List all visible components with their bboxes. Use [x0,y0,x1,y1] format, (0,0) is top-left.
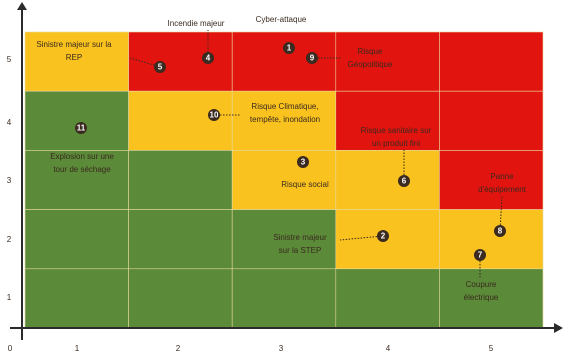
risk-label: sur la STEP [279,246,322,255]
risk-marker [75,122,87,134]
risk-number: 7 [478,251,483,260]
risk-marker [297,156,309,168]
risk-label: électrique [464,293,499,302]
risk-label: Géopolitique [348,60,393,69]
matrix-cell [335,268,440,329]
risk-label: Risque sanitaire sur [361,126,432,135]
risk-number: 3 [301,158,306,167]
risk-label: REP [66,53,82,62]
risk-label: Explosion sur une [50,152,114,161]
risk-label: un produit fini [372,139,420,148]
matrix-cell [128,268,233,329]
risk-label: Sinistre majeur [273,233,327,242]
risk-number: 8 [498,227,503,236]
risk-label: tempête, inondation [250,115,320,124]
y-axis-label: 2 [7,235,12,244]
risk-marker [154,61,166,73]
matrix-cell [128,31,233,92]
matrix-cell [231,150,337,210]
y-axis-label: 1 [7,293,12,302]
matrix-cell [24,31,129,92]
risk-number: 10 [210,111,219,120]
x-axis-label: 5 [489,344,494,353]
risk-marker [283,42,295,54]
y-axis-label: 3 [7,176,12,185]
matrix-cell [128,90,233,151]
x-axis-label: 0 [8,344,13,353]
x-axis-label: 2 [176,344,181,353]
x-axis-label: 3 [279,344,284,353]
risk-marker [377,230,389,242]
y-axis-arrow [17,2,27,10]
x-axis-label: 1 [75,344,80,353]
risk-marker [306,52,318,64]
matrix-cell [335,31,440,92]
risk-label: Incendie majeur [168,19,225,28]
risk-label: d'équipement [478,185,527,194]
y-axis-label: 4 [7,118,12,127]
risk-label: tour de séchage [53,165,111,174]
risk-label: Coupure [466,280,497,289]
risk-number: 9 [310,54,315,63]
x-axis-arrow [554,323,563,333]
risk-label: Panne [490,172,514,181]
risk-marker [494,225,506,237]
matrix-cell [335,90,440,151]
matrix-cell [24,268,129,329]
matrix-cell [128,150,233,210]
matrix-cell [231,90,337,151]
risk-number: 2 [381,232,386,241]
matrix-cell [231,268,337,329]
matrix-cell [128,209,233,270]
matrix-cell [439,209,544,270]
risk-label: Risque social [281,180,329,189]
matrix-cell [439,268,544,329]
risk-number: 4 [206,54,211,63]
x-axis-label: 4 [386,344,391,353]
risk-marker [398,175,410,187]
risk-number: 5 [158,63,163,72]
risk-marker [208,109,220,121]
matrix-cell [335,150,440,210]
risk-number: 6 [402,177,407,186]
risk-number: 11 [77,124,86,133]
risk-label: Cyber-attaque [256,15,307,24]
risk-label: Risque Climatique, [251,102,318,111]
matrix-cell [439,90,544,151]
risk-label: Risque [358,47,383,56]
y-axis-label: 5 [7,55,12,64]
leader-line [339,235,384,241]
risk-number: 1 [287,44,292,53]
risk-marker [202,52,214,64]
matrix-cell [24,209,129,270]
matrix-cell [231,209,337,270]
leader-line [129,57,161,68]
risk-label: Sinistre majeur sur la [36,40,112,49]
matrix-cell [24,90,129,151]
matrix-cell [231,31,337,92]
matrix-cell [439,31,544,92]
matrix-cell [24,150,129,210]
risk-marker [474,249,486,261]
